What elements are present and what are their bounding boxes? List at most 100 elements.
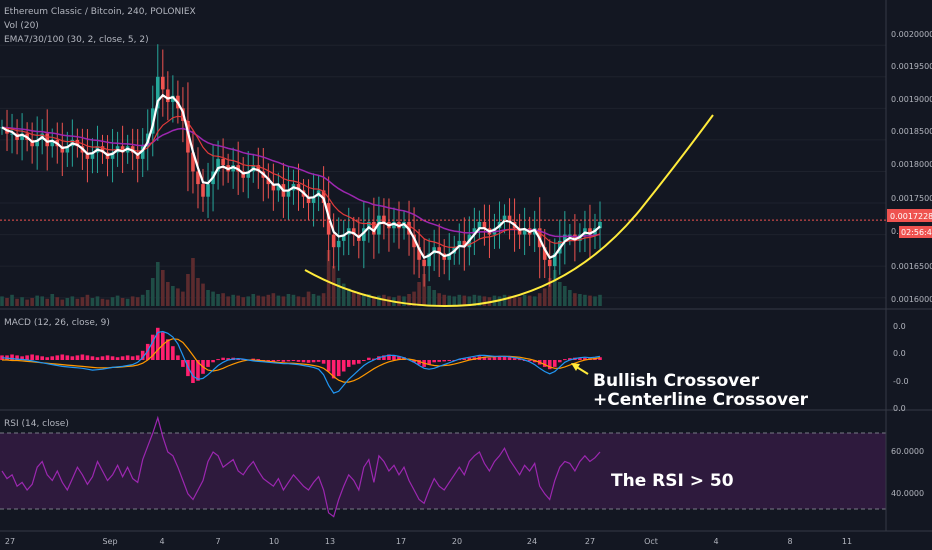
- volume-bar: [276, 295, 281, 306]
- time-tick-label: 17: [396, 537, 406, 546]
- macd-histogram-bar: [382, 355, 386, 360]
- candle-body: [437, 247, 441, 254]
- volume-bar: [557, 282, 562, 306]
- time-tick-label: 11: [842, 537, 852, 546]
- macd-histogram-bar: [286, 360, 291, 362]
- macd-histogram-bar: [85, 355, 90, 360]
- ema-lines: [1, 93, 601, 260]
- macd-histogram-bar: [266, 360, 271, 361]
- volume-bar: [507, 295, 512, 306]
- volume-bar: [326, 250, 331, 306]
- volume-bar: [80, 297, 85, 306]
- volume-bar: [346, 288, 351, 306]
- macd-histogram-bar: [321, 360, 326, 364]
- volume-bar: [306, 291, 311, 306]
- macd-histogram-bar: [512, 358, 517, 360]
- volume-bar: [15, 298, 19, 306]
- candle-body: [266, 177, 271, 185]
- volume-bar: [402, 296, 406, 306]
- volume-bar: [512, 296, 517, 306]
- volume-bar: [221, 293, 225, 306]
- macd-histogram-bar: [311, 360, 316, 363]
- candle-body: [171, 95, 175, 103]
- volume-bar: [90, 298, 95, 306]
- macd-histogram-bar: [181, 360, 185, 367]
- volume-bar: [140, 294, 145, 306]
- volume-bar: [196, 278, 200, 306]
- ema-fast-line: [1, 93, 601, 260]
- macd-line: [1, 330, 601, 394]
- volume-bar: [166, 282, 170, 306]
- candle-body: [246, 171, 251, 178]
- volume-bar: [542, 288, 547, 306]
- macd-series: [0, 327, 602, 394]
- macd-histogram-bar: [256, 359, 261, 361]
- volume-bar: [356, 293, 361, 306]
- rsi-line: [1, 415, 601, 518]
- volume-bar: [150, 278, 155, 306]
- candle-body: [271, 184, 276, 191]
- price-badge: [887, 209, 932, 222]
- volume-bar: [583, 294, 587, 306]
- candle-body: [65, 146, 70, 153]
- macd-histogram-bar: [140, 350, 145, 360]
- volume-bar: [65, 298, 70, 306]
- volume-bar: [226, 296, 230, 306]
- candle-body: [351, 228, 356, 235]
- volume-bar: [321, 293, 326, 306]
- volume-bar: [377, 295, 381, 306]
- macd-histogram-bar: [568, 358, 572, 360]
- macd-histogram-bar: [341, 360, 346, 372]
- macd-histogram-bar: [145, 343, 150, 360]
- macd-histogram-bar: [251, 358, 256, 360]
- macd-histogram-bar: [221, 357, 225, 360]
- macd-histogram-bar: [502, 356, 507, 360]
- candle-body: [276, 184, 281, 191]
- macd-histogram-bar: [176, 355, 180, 360]
- time-tick-label: Sep: [102, 537, 117, 546]
- volume-bar: [186, 274, 190, 306]
- candle-body: [45, 133, 50, 147]
- time-tick-label: 7: [215, 537, 220, 546]
- volume-bar: [75, 298, 80, 306]
- volume-bar: [211, 291, 215, 306]
- volume-bar: [10, 294, 14, 306]
- time-tick-label: 24: [527, 537, 537, 546]
- candle-body: [477, 221, 482, 229]
- time-tick-label: 4: [713, 537, 718, 546]
- macd-histogram-bar: [161, 332, 165, 360]
- volume-bar: [40, 296, 45, 306]
- macd-histogram-bar: [432, 360, 436, 363]
- volume-bar: [266, 294, 271, 306]
- volume-bar: [532, 296, 537, 306]
- candle-body: [331, 234, 336, 248]
- macd-histogram-bar: [492, 357, 497, 360]
- macd-histogram-bar: [598, 357, 602, 360]
- volume-bar: [301, 297, 306, 306]
- rsi-tick-label: 60.0000: [891, 447, 924, 456]
- macd-histogram-bar: [532, 360, 537, 363]
- macd-tick-label: 0.0: [893, 322, 906, 331]
- time-tick-label: 10: [269, 537, 279, 546]
- macd-histogram-bar: [552, 360, 557, 367]
- candle-body: [191, 152, 195, 172]
- time-tick-label: 20: [452, 537, 462, 546]
- macd-histogram-bar: [301, 360, 306, 363]
- volume-bar: [367, 294, 371, 306]
- volume-bar: [241, 297, 246, 306]
- macd-histogram-bar: [105, 355, 110, 360]
- candle-body: [100, 146, 105, 153]
- time-tick-label: 27: [585, 537, 595, 546]
- volume-bar: [437, 293, 441, 306]
- volume-bar: [593, 296, 597, 306]
- time-tick-label: 27: [5, 537, 15, 546]
- candle-body: [412, 234, 416, 248]
- volume-bar: [0, 296, 4, 306]
- volume-bar: [161, 270, 165, 306]
- macd-histogram-bar: [583, 357, 587, 360]
- macd-histogram-bar: [527, 360, 532, 361]
